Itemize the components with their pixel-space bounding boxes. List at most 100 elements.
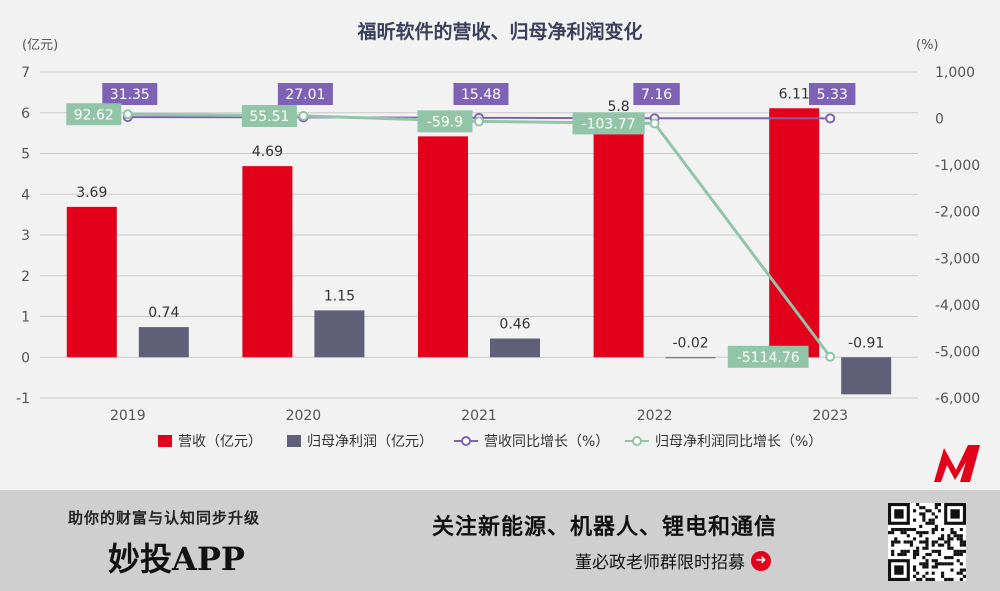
qr-module [953, 552, 957, 557]
profit-growth-label: -59.9 [427, 114, 463, 130]
qr-module [950, 562, 954, 566]
qr-module [925, 509, 929, 513]
qr-module [912, 549, 917, 553]
profit-growth-label-box [66, 103, 122, 126]
bar-data-label: -0.02 [672, 335, 708, 351]
qr-module [912, 518, 917, 522]
qr-module [956, 571, 960, 575]
qr-module [916, 503, 920, 507]
left-tick-label: -1 [16, 391, 30, 407]
profit-growth-label: -5114.76 [737, 350, 800, 366]
qr-module [903, 531, 907, 535]
qr-module [925, 565, 929, 569]
qr-module [922, 515, 926, 519]
right-tick-label: -5,000 [935, 344, 980, 360]
profit-growth-label-box [572, 112, 645, 135]
qr-module [937, 503, 942, 507]
qr-module [912, 552, 917, 557]
qr-module [934, 527, 938, 532]
revenue-growth-label-box [453, 83, 509, 105]
qr-module [931, 540, 935, 544]
bar-profit [841, 357, 892, 395]
footer-slogan: 助你的财富与认知同步升级 [68, 509, 261, 527]
qr-module [912, 568, 917, 572]
qr-module [931, 571, 935, 575]
qr-module [953, 549, 957, 553]
qr-module [925, 521, 929, 525]
profit-growth-label: 55.51 [249, 109, 289, 125]
qr-module [925, 540, 929, 544]
qr-module [888, 531, 892, 535]
qr-module [934, 540, 938, 544]
line-point [298, 110, 309, 121]
qr-module [931, 521, 935, 525]
line-profit-growth [127, 112, 832, 358]
footer-brand: 妙投APP [108, 540, 245, 578]
qr-module [928, 577, 932, 581]
qr-module [900, 527, 904, 532]
qr-module [922, 518, 926, 522]
chart-title: 福昕软件的营收、归母净利润变化 [356, 20, 642, 43]
qr-module [934, 503, 938, 507]
qr-module [919, 524, 923, 528]
qr-module [891, 543, 895, 547]
qr-module [941, 574, 945, 578]
left-axis-unit: (亿元) [22, 38, 58, 53]
x-tick-label: 2019 [110, 408, 146, 424]
line-point [825, 351, 836, 362]
qr-module [959, 577, 963, 581]
qr-module [959, 571, 963, 575]
qr-module [903, 552, 907, 557]
qr-module [937, 509, 942, 513]
arrow-right-icon[interactable]: ➜ [751, 550, 771, 571]
qr-module [941, 537, 945, 541]
x-tick-label: 2021 [461, 408, 497, 424]
legend-label: 营收同比增长（%） [484, 434, 609, 450]
qr-module [925, 537, 929, 541]
lines: 31.35 27.01 15.48 7.16 5.33 92.62 55.51 -59.9 -1… [66, 83, 856, 368]
qr-module [916, 546, 920, 550]
qr-module [931, 577, 935, 581]
qr-module [959, 552, 963, 557]
left-tick-label: 3 [21, 228, 30, 244]
qr-module [919, 562, 923, 566]
qr-module [950, 546, 954, 550]
qr-module [956, 559, 960, 563]
qr-module [922, 574, 926, 578]
qr-module [934, 549, 938, 553]
qr-module [916, 531, 920, 535]
legend-label: 归母净利润同比增长（%） [655, 433, 822, 450]
qr-module [956, 534, 960, 538]
qr-module [900, 549, 904, 553]
revenue-growth-label: 15.48 [461, 87, 501, 103]
qr-module [891, 527, 895, 532]
qr-module [934, 559, 938, 563]
qr-module [947, 577, 951, 581]
qr-module [931, 531, 935, 535]
qr-module [925, 546, 929, 550]
qr-module [931, 518, 935, 522]
qr-module [941, 571, 945, 575]
revenue-growth-label-box [809, 83, 856, 105]
qr-module [937, 562, 942, 566]
profit-growth-label-box [727, 345, 809, 368]
right-tick-label: 0 [935, 112, 944, 128]
revenue-growth-label-box [277, 83, 333, 105]
footer-recruit[interactable]: 董必政老师群限时招募 ➜ [575, 548, 771, 573]
qr-module [912, 537, 917, 541]
bar-data-label: -0.91 [848, 335, 884, 351]
qr-module [950, 556, 954, 560]
bar-data-label: 3.69 [76, 185, 107, 201]
qr-module [950, 527, 954, 532]
revenue-growth-label: 27.01 [285, 87, 325, 103]
qr-module [959, 543, 963, 547]
qr-module [925, 543, 929, 547]
legend-marker [461, 436, 471, 446]
qr-module [959, 562, 963, 566]
qr-module [947, 534, 951, 538]
qr-module [962, 549, 966, 553]
legend: 营收（亿元） 归母净利润（亿元） 营收同比增长（%） 归母净利润同比增长（%） [158, 433, 822, 450]
qr-module [909, 540, 913, 544]
bar-data-label: 6.11 [779, 86, 810, 102]
qr-module [897, 552, 901, 557]
